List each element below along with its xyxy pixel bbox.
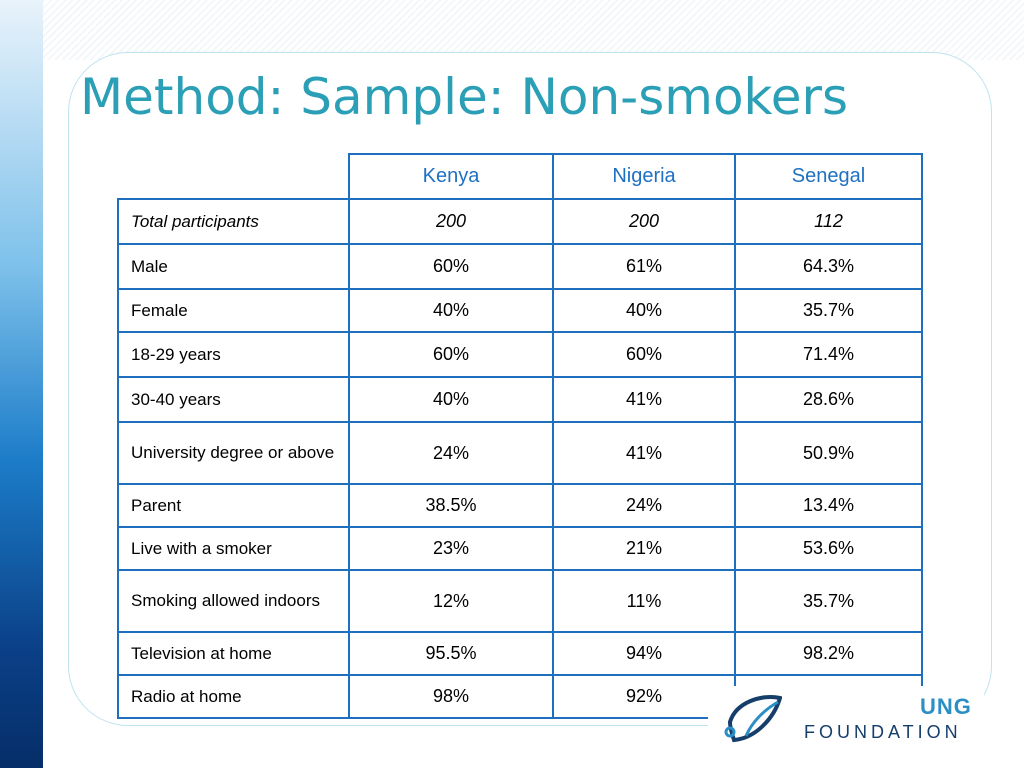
column-header-nigeria: Nigeria — [552, 153, 736, 200]
cell-value: 95.5% — [348, 631, 554, 676]
cell-value: 53.6% — [734, 526, 923, 571]
row-label: Television at home — [117, 631, 350, 676]
table-row: Smoking allowed indoors 12% 11% 35.7% — [117, 569, 923, 633]
cell-value: 11% — [552, 569, 736, 633]
cell-value: 23% — [348, 526, 554, 571]
cell-value: 112 — [734, 198, 923, 245]
cell-value: 60% — [552, 331, 736, 378]
column-header-kenya: Kenya — [348, 153, 554, 200]
cell-value: 98.2% — [734, 631, 923, 676]
cell-value: 40% — [348, 288, 554, 333]
cell-value: 94% — [552, 631, 736, 676]
cell-value: 12% — [348, 569, 554, 633]
cell-value: 200 — [348, 198, 554, 245]
table-corner-cell — [118, 154, 350, 200]
cell-value: 71.4% — [734, 331, 923, 378]
logo-text-foundation: FOUNDATION — [804, 722, 962, 742]
cell-value: 35.7% — [734, 569, 923, 633]
table-header-row: Kenya Nigeria Senegal — [118, 153, 923, 200]
logo-text-fragment: UNG — [920, 694, 972, 719]
row-label: Radio at home — [117, 674, 350, 719]
cell-value: 41% — [552, 376, 736, 423]
cell-value: 38.5% — [348, 483, 554, 528]
cell-value: 200 — [552, 198, 736, 245]
cell-value: 64.3% — [734, 243, 923, 290]
cell-value: 35.7% — [734, 288, 923, 333]
table-row: Total participants 200 200 112 — [117, 198, 923, 245]
cell-value: 92% — [552, 674, 736, 719]
foundation-logo: UNG FOUNDATION — [708, 686, 984, 750]
leaf-logo-icon — [724, 695, 782, 743]
table-row: University degree or above 24% 41% 50.9% — [117, 421, 923, 485]
background-pattern — [43, 0, 1024, 60]
row-label: Total participants — [117, 198, 350, 245]
table-row: Live with a smoker 23% 21% 53.6% — [117, 526, 923, 571]
row-label: University degree or above — [117, 421, 350, 485]
cell-value: 40% — [348, 376, 554, 423]
cell-value: 98% — [348, 674, 554, 719]
table-row: Television at home 95.5% 94% 98.2% — [117, 631, 923, 676]
row-label: Live with a smoker — [117, 526, 350, 571]
cell-value: 21% — [552, 526, 736, 571]
cell-value: 60% — [348, 243, 554, 290]
cell-value: 61% — [552, 243, 736, 290]
row-label: 30-40 years — [117, 376, 350, 423]
row-label: Parent — [117, 483, 350, 528]
cell-value: 28.6% — [734, 376, 923, 423]
cell-value: 13.4% — [734, 483, 923, 528]
table-row: 30-40 years 40% 41% 28.6% — [117, 376, 923, 423]
cell-value: 24% — [348, 421, 554, 485]
table-row: Female 40% 40% 35.7% — [117, 288, 923, 333]
data-table: Kenya Nigeria Senegal Total participants… — [117, 153, 923, 719]
table-row: 18-29 years 60% 60% 71.4% — [117, 331, 923, 378]
cell-value: 40% — [552, 288, 736, 333]
cell-value: 50.9% — [734, 421, 923, 485]
row-label: Smoking allowed indoors — [117, 569, 350, 633]
slide-title: Method: Sample: Non-smokers — [80, 68, 849, 126]
cell-value: 41% — [552, 421, 736, 485]
row-label: Male — [117, 243, 350, 290]
row-label: 18-29 years — [117, 331, 350, 378]
table-row: Male 60% 61% 64.3% — [117, 243, 923, 290]
cell-value: 60% — [348, 331, 554, 378]
sidebar-gradient — [0, 0, 43, 768]
cell-value: 24% — [552, 483, 736, 528]
row-label: Female — [117, 288, 350, 333]
column-header-senegal: Senegal — [734, 153, 923, 200]
table-row: Parent 38.5% 24% 13.4% — [117, 483, 923, 528]
